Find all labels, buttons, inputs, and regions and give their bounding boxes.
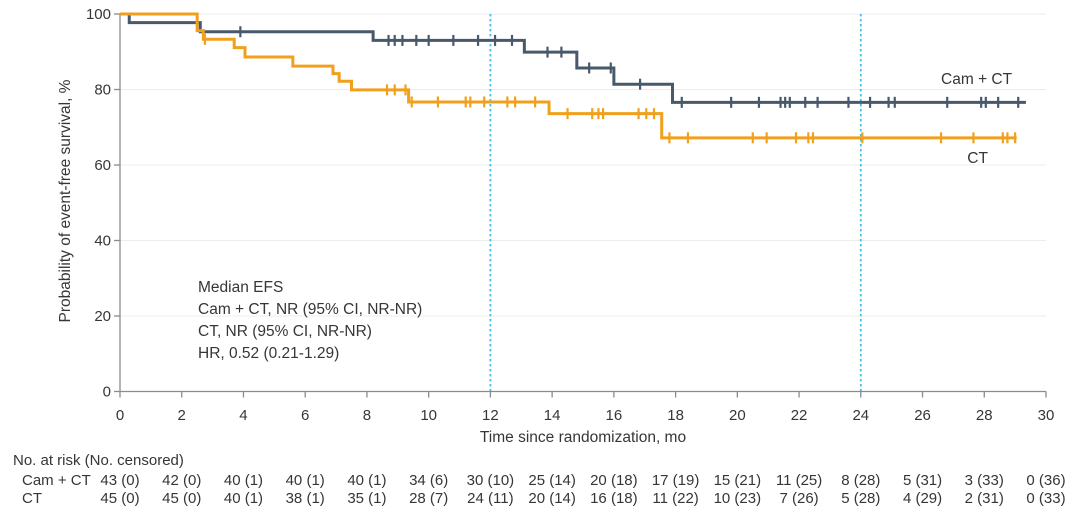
risk-cell: 20 (14) [528, 490, 576, 507]
risk-cell: 40 (1) [223, 472, 264, 489]
x-tick-label-14: 14 [544, 407, 561, 424]
y-tick-label-100: 100 [86, 6, 111, 23]
risk-cell: 7 (26) [779, 490, 819, 507]
risk-cell: 42 (0) [162, 472, 202, 489]
risk-cell: 15 (21) [713, 472, 762, 489]
risk-cell: 28 (7) [409, 490, 449, 507]
x-tick-label-0: 0 [116, 407, 124, 424]
survival-curve-camct [120, 12, 1026, 104]
y-tick-label-60: 60 [94, 157, 111, 174]
risk-cell: 3 (33) [964, 472, 1004, 489]
y-tick-label-40: 40 [94, 233, 111, 250]
risk-cell: 2 (31) [964, 490, 1004, 507]
risk-cell: 30 (10) [466, 472, 515, 489]
risk-cell: 34 (6) [409, 472, 449, 489]
x-tick-label-20: 20 [729, 407, 746, 424]
risk-cell: 40 (1) [347, 472, 387, 489]
y-tick-label-0: 0 [103, 384, 111, 401]
x-tick-label-8: 8 [363, 407, 371, 424]
x-tick-label-28: 28 [976, 407, 993, 424]
median-efs-annotation: Median EFS Cam + CT, NR (95% CI, NR-NR) … [198, 277, 422, 365]
risk-cell: 43 (0) [100, 472, 140, 489]
x-tick-label-4: 4 [239, 407, 247, 424]
y-axis-label: Probability of event-free survival, % [57, 79, 74, 323]
risk-cell: 45 (0) [100, 490, 140, 507]
x-axis-label: Time since randomization, mo [479, 429, 687, 446]
survival-curve-ct [120, 12, 1017, 140]
risk-cell: 45 (0) [162, 490, 202, 507]
risk-row-label-ct: CT [22, 490, 42, 507]
annotation-line-hr: HR, 0.52 (0.21-1.29) [198, 345, 340, 362]
risk-cell: 25 (14) [528, 472, 576, 489]
annotation-line-ct: CT, NR (95% CI, NR-NR) [198, 323, 372, 340]
x-tick-label-10: 10 [420, 407, 437, 424]
risk-row-label-camct: Cam + CT [22, 472, 91, 489]
risk-cell: 0 (33) [1026, 490, 1066, 507]
annotation-line-camct: Cam + CT, NR (95% CI, NR-NR) [198, 301, 423, 318]
risk-cell: 40 (1) [223, 490, 264, 507]
risk-cell: 5 (28) [841, 490, 881, 507]
y-tick-label-80: 80 [94, 82, 111, 99]
x-tick-label-18: 18 [667, 407, 684, 424]
risk-cell: 10 (23) [713, 490, 762, 507]
x-tick-label-2: 2 [178, 407, 186, 424]
risk-cell: 35 (1) [347, 490, 387, 507]
risk-row-camct: Cam + CT 43 (0) 42 (0) 40 (1) 40 (1) 40 (1) 3… [0, 472, 1080, 490]
risk-cell: 38 (1) [285, 490, 325, 507]
risk-cell: 8 (28) [841, 472, 881, 489]
risk-row-ct: CT 45 (0) 45 (0) 40 (1) 38 (1) 35 (1) 28 (7) 2… [0, 490, 1080, 508]
risk-cell: 11 (25) [775, 472, 823, 489]
risk-cell: 4 (29) [902, 490, 943, 507]
risk-cell: 0 (36) [1026, 472, 1066, 489]
curve-label-ct: CT [967, 150, 988, 167]
risk-table-header: No. at risk (No. censored) [13, 452, 184, 469]
x-tick-label-22: 22 [791, 407, 808, 424]
x-tick-label-6: 6 [301, 407, 309, 424]
x-tick-label-26: 26 [914, 407, 931, 424]
annotation-line-median: Median EFS [198, 279, 284, 296]
x-tick-label-12: 12 [482, 407, 499, 424]
risk-cell: 5 (31) [902, 472, 943, 489]
risk-cell: 40 (1) [285, 472, 325, 489]
y-tick-label-20: 20 [94, 308, 111, 325]
x-tick-label-16: 16 [606, 407, 623, 424]
x-tick-label-24: 24 [852, 407, 869, 424]
risk-cell: 11 (22) [652, 490, 699, 507]
risk-cell: 20 (18) [590, 472, 638, 489]
risk-cell: 16 (18) [590, 490, 638, 507]
risk-cell: 17 (19) [651, 472, 700, 489]
curve-label-camct: Cam + CT [941, 71, 1013, 88]
x-tick-label-30: 30 [1038, 407, 1055, 424]
risk-cell: 24 (11) [467, 490, 514, 507]
